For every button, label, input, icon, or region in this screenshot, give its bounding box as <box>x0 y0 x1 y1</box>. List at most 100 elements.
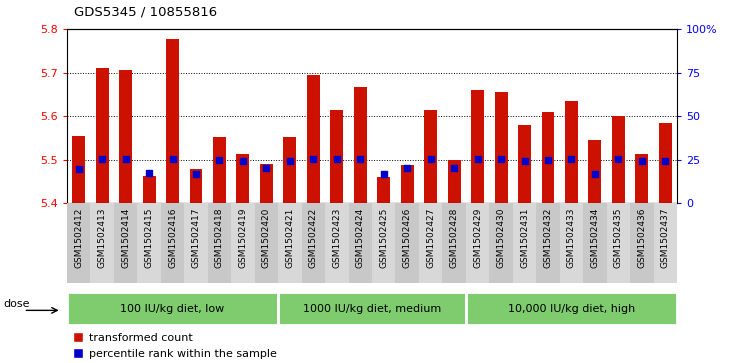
Bar <box>260 164 273 203</box>
Bar <box>518 125 531 203</box>
Bar <box>419 203 443 283</box>
Bar <box>630 203 653 283</box>
Text: 10,000 IU/kg diet, high: 10,000 IU/kg diet, high <box>508 303 635 314</box>
Bar <box>377 177 390 203</box>
Text: GSM1502427: GSM1502427 <box>426 207 435 268</box>
Point <box>214 157 225 163</box>
Text: GSM1502416: GSM1502416 <box>168 207 177 268</box>
Point <box>659 158 671 163</box>
Text: GSM1502434: GSM1502434 <box>591 207 600 268</box>
Bar <box>372 203 396 283</box>
Bar <box>401 166 414 203</box>
Point <box>472 156 484 162</box>
Bar <box>466 203 490 283</box>
Text: GSM1502413: GSM1502413 <box>97 207 106 268</box>
Point <box>73 166 85 172</box>
Point <box>190 171 202 176</box>
Bar <box>138 203 161 283</box>
Point <box>612 156 624 162</box>
Bar <box>231 203 254 283</box>
Text: GSM1502428: GSM1502428 <box>449 207 458 268</box>
Bar <box>635 155 648 203</box>
Text: GSM1502426: GSM1502426 <box>403 207 411 268</box>
Bar <box>325 203 348 283</box>
Text: 100 IU/kg diet, low: 100 IU/kg diet, low <box>121 303 225 314</box>
Text: GSM1502418: GSM1502418 <box>215 207 224 268</box>
Bar <box>283 137 296 203</box>
Bar <box>143 176 155 203</box>
Bar <box>237 155 249 203</box>
Bar <box>354 86 367 203</box>
Bar <box>513 203 536 283</box>
Text: GSM1502424: GSM1502424 <box>356 207 365 268</box>
Bar <box>424 110 437 203</box>
Bar <box>114 203 138 283</box>
Bar <box>119 70 132 203</box>
Bar <box>166 38 179 203</box>
Point <box>636 158 648 163</box>
FancyBboxPatch shape <box>67 292 278 325</box>
Bar <box>659 123 672 203</box>
Bar <box>559 203 583 283</box>
Bar <box>161 203 185 283</box>
Text: GSM1502435: GSM1502435 <box>614 207 623 268</box>
Bar <box>72 136 85 203</box>
Text: GSM1502425: GSM1502425 <box>379 207 388 268</box>
Text: GSM1502430: GSM1502430 <box>496 207 506 268</box>
Point <box>167 156 179 162</box>
Point <box>519 158 530 163</box>
Text: 1000 IU/kg diet, medium: 1000 IU/kg diet, medium <box>303 303 441 314</box>
Bar <box>542 112 554 203</box>
Text: GSM1502431: GSM1502431 <box>520 207 529 268</box>
Text: GSM1502414: GSM1502414 <box>121 207 130 268</box>
Point <box>331 156 343 162</box>
Bar <box>190 169 202 203</box>
Text: GSM1502422: GSM1502422 <box>309 207 318 268</box>
Bar <box>495 92 507 203</box>
Bar <box>213 137 226 203</box>
Point <box>495 156 507 162</box>
Bar <box>606 203 630 283</box>
Point <box>96 156 108 162</box>
Point <box>542 157 554 163</box>
Bar <box>443 203 466 283</box>
Text: GSM1502423: GSM1502423 <box>333 207 341 268</box>
Bar <box>208 203 231 283</box>
Bar <box>396 203 419 283</box>
Point <box>354 156 366 162</box>
Text: GSM1502436: GSM1502436 <box>638 207 647 268</box>
Bar <box>330 110 343 203</box>
Bar <box>278 203 301 283</box>
Bar <box>448 160 461 203</box>
Point <box>589 171 601 176</box>
Bar <box>565 101 578 203</box>
Text: GSM1502421: GSM1502421 <box>286 207 295 268</box>
Bar <box>254 203 278 283</box>
Point <box>307 156 319 162</box>
Bar <box>653 203 677 283</box>
Point <box>401 166 413 171</box>
Legend: transformed count, percentile rank within the sample: transformed count, percentile rank withi… <box>72 332 277 359</box>
FancyBboxPatch shape <box>466 292 677 325</box>
Text: GSM1502433: GSM1502433 <box>567 207 576 268</box>
Text: GSM1502437: GSM1502437 <box>661 207 670 268</box>
Bar <box>67 203 91 283</box>
Bar <box>589 140 601 203</box>
Bar <box>583 203 606 283</box>
Point <box>237 158 249 163</box>
Bar <box>536 203 559 283</box>
Point <box>565 156 577 162</box>
Point <box>425 156 437 162</box>
Point <box>260 166 272 171</box>
Text: GSM1502415: GSM1502415 <box>144 207 153 268</box>
Point <box>143 170 155 176</box>
Text: GSM1502417: GSM1502417 <box>191 207 201 268</box>
Bar <box>490 203 513 283</box>
Bar <box>91 203 114 283</box>
Point <box>120 156 132 162</box>
Bar <box>96 68 109 203</box>
Bar <box>348 203 372 283</box>
FancyBboxPatch shape <box>278 292 466 325</box>
Text: GSM1502419: GSM1502419 <box>238 207 248 268</box>
Text: dose: dose <box>4 299 30 309</box>
